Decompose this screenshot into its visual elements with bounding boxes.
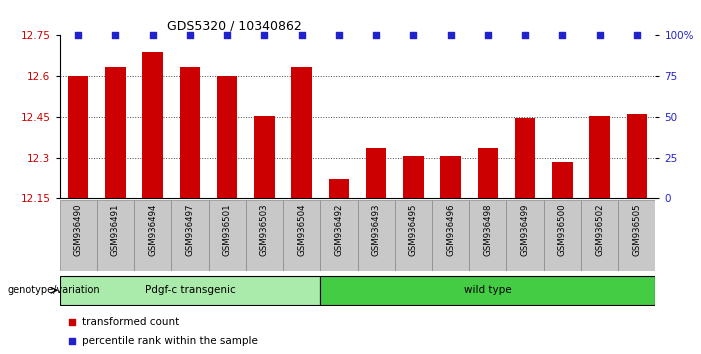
- Text: GSM936493: GSM936493: [372, 204, 381, 256]
- Bar: [217, 76, 238, 198]
- Bar: [97, 200, 134, 271]
- Bar: [366, 148, 386, 198]
- Bar: [477, 148, 498, 198]
- Point: [461, 240, 472, 245]
- Text: GSM936497: GSM936497: [186, 204, 194, 256]
- Text: GSM936499: GSM936499: [521, 204, 529, 256]
- Bar: [506, 200, 544, 271]
- Text: GSM936503: GSM936503: [260, 204, 269, 256]
- Point: [110, 33, 121, 38]
- Bar: [142, 52, 163, 198]
- Bar: [618, 200, 655, 271]
- Point: [222, 33, 233, 38]
- Text: Pdgf-c transgenic: Pdgf-c transgenic: [144, 285, 236, 295]
- Point: [147, 33, 158, 38]
- Bar: [254, 116, 275, 198]
- Bar: [590, 116, 610, 198]
- Point: [408, 33, 419, 38]
- Point: [73, 33, 84, 38]
- Bar: [320, 276, 655, 304]
- Point: [519, 33, 531, 38]
- Bar: [358, 200, 395, 271]
- Bar: [329, 179, 349, 198]
- Bar: [627, 114, 647, 198]
- Bar: [552, 162, 573, 198]
- Bar: [134, 200, 171, 271]
- Bar: [544, 200, 581, 271]
- Bar: [403, 156, 423, 198]
- Bar: [105, 67, 125, 198]
- Bar: [60, 276, 320, 304]
- Point: [371, 33, 382, 38]
- Point: [482, 33, 494, 38]
- Text: GSM936490: GSM936490: [74, 204, 83, 256]
- Point: [259, 33, 270, 38]
- Text: GSM936491: GSM936491: [111, 204, 120, 256]
- Bar: [292, 67, 312, 198]
- Text: GSM936500: GSM936500: [558, 204, 567, 256]
- Text: percentile rank within the sample: percentile rank within the sample: [82, 336, 258, 346]
- Point: [296, 33, 307, 38]
- Bar: [283, 200, 320, 271]
- Point: [461, 73, 472, 79]
- Text: GSM936501: GSM936501: [223, 204, 231, 256]
- Text: GSM936502: GSM936502: [595, 204, 604, 256]
- Text: GSM936504: GSM936504: [297, 204, 306, 256]
- Text: genotype/variation: genotype/variation: [7, 285, 100, 295]
- Point: [557, 33, 568, 38]
- Text: GSM936505: GSM936505: [632, 204, 641, 256]
- Text: GSM936498: GSM936498: [484, 204, 492, 256]
- Bar: [440, 156, 461, 198]
- Text: GSM936492: GSM936492: [334, 204, 343, 256]
- Bar: [171, 200, 209, 271]
- Bar: [515, 118, 536, 198]
- Bar: [68, 76, 88, 198]
- Bar: [179, 67, 200, 198]
- Bar: [469, 200, 506, 271]
- Bar: [432, 200, 469, 271]
- Point: [631, 33, 642, 38]
- Text: GSM936496: GSM936496: [446, 204, 455, 256]
- Bar: [60, 200, 97, 271]
- Text: GDS5320 / 10340862: GDS5320 / 10340862: [167, 20, 301, 33]
- Point: [184, 33, 196, 38]
- Text: wild type: wild type: [464, 285, 512, 295]
- Bar: [581, 200, 618, 271]
- Text: transformed count: transformed count: [82, 318, 179, 327]
- Bar: [395, 200, 432, 271]
- Point: [333, 33, 344, 38]
- Bar: [246, 200, 283, 271]
- Point: [594, 33, 605, 38]
- Bar: [320, 200, 358, 271]
- Point: [445, 33, 456, 38]
- Text: GSM936495: GSM936495: [409, 204, 418, 256]
- Text: GSM936494: GSM936494: [148, 204, 157, 256]
- Bar: [209, 200, 246, 271]
